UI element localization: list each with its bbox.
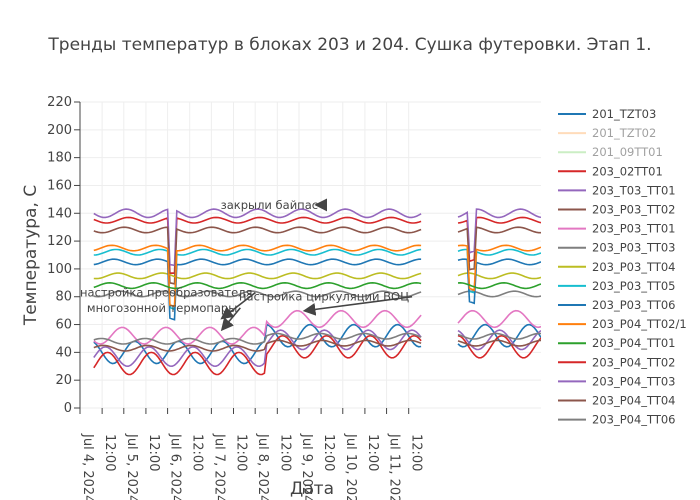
series-line-203-p04-tt04: [93, 339, 541, 352]
series-line-203-p04-tt02: [93, 334, 541, 376]
x-tick-label: 12:00: [190, 434, 205, 471]
annotation-text: настройка циркуляции ВОЦ: [239, 290, 409, 304]
annotation-text: многозонной термопары: [87, 301, 237, 315]
x-tick-label: Jul 5, 2024: [124, 433, 139, 500]
series-line-203-p03-tt04: [93, 272, 541, 280]
legend-label: 203_P03_TT02: [592, 203, 676, 217]
legend-item[interactable]: 203_P04_TT06: [558, 413, 676, 427]
y-tick-label: 0: [64, 401, 72, 416]
legend-item[interactable]: 203_P04_TT03: [558, 374, 676, 388]
legend-label: 203_P04_TT01: [592, 336, 676, 350]
x-tick-label: 12:00: [277, 434, 292, 471]
y-tick-label: 160: [47, 178, 72, 193]
legend-label: 203_P03_TT05: [592, 279, 676, 293]
series-line-203-p04-tt01: [93, 281, 541, 290]
series-line-203-p03-tt02: [93, 226, 541, 285]
legend-label: 203_P03_TT01: [592, 222, 676, 236]
x-tick-label: 12:00: [102, 434, 117, 471]
chart-title: Тренды температур в блоках 203 и 204. Су…: [47, 35, 651, 55]
series-lines: [93, 208, 541, 376]
y-tick-label: 100: [47, 262, 72, 277]
legend-label: 201_09TT01: [592, 145, 663, 159]
legend-item[interactable]: 203_P04_TT02: [558, 355, 676, 369]
legend-label: 203_P04_TT04: [592, 394, 676, 408]
legend-label: 203_P03_TT06: [592, 298, 676, 312]
legend-item[interactable]: 203_P03_TT02: [558, 203, 676, 217]
series-line-203-t03-tt01: [93, 208, 541, 267]
legend-item[interactable]: 203_P04_TT04: [558, 394, 676, 408]
y-tick-label: 60: [55, 318, 72, 333]
x-tick-label: Jul 9, 2024: [299, 433, 314, 500]
y-tick-label: 80: [55, 290, 72, 305]
legend[interactable]: 201_TZT03 201_TZT02 201_09TT01 203_02TT01 20…: [558, 107, 687, 427]
legend-item[interactable]: 201_09TT01: [558, 145, 663, 159]
x-tick-label: Jul 8, 2024: [255, 433, 270, 500]
legend-label: 203_P03_TT04: [592, 260, 676, 274]
legend-item[interactable]: 201_TZT02: [558, 126, 656, 140]
y-tick-label: 180: [47, 151, 72, 166]
legend-label: 203_P04_TT02/1: [592, 317, 687, 331]
x-axis-title: Дата: [290, 479, 334, 499]
x-tick-label: 12:00: [321, 434, 336, 471]
x-tick-label: Jul 11, 2024: [387, 433, 402, 500]
y-tick-label: 120: [47, 234, 72, 249]
annotation-text: закрыли байпас: [221, 198, 318, 212]
x-tick-label: 12:00: [365, 434, 380, 471]
x-tick-label: 12:00: [146, 434, 161, 471]
annotation-arrow: [220, 307, 241, 332]
x-tick-label: 12:00: [234, 434, 249, 471]
series-line-203-p04-tt06: [93, 332, 541, 345]
legend-item[interactable]: 201_TZT03: [558, 107, 656, 121]
legend-label: 203_P04_TT03: [592, 374, 676, 388]
x-tick-label: Jul 6, 2024: [168, 433, 183, 500]
legend-item[interactable]: 203_P03_TT03: [558, 241, 676, 255]
x-tick-label: Jul 7, 2024: [211, 433, 226, 500]
annotation-arrow: [220, 291, 256, 320]
legend-label: 203_P03_TT03: [592, 241, 676, 255]
annotations: закрыли байпас настройка циркуляции ВОЦна…: [80, 198, 413, 332]
annotation-arrow: [302, 295, 413, 316]
y-tick-label: 140: [47, 206, 72, 221]
legend-label: 201_TZT02: [592, 126, 656, 140]
series-line-203-02tt01: [93, 216, 541, 275]
legend-item[interactable]: 203_P03_TT06: [558, 298, 676, 312]
y-tick-label: 220: [47, 95, 72, 110]
x-axis: Jul 4, 2024 12:00 Jul 5, 2024 12:00 Jul 6, 2…: [79, 408, 424, 500]
series-line-203-p03-tt06: [93, 258, 541, 321]
legend-item[interactable]: 203_P04_TT01: [558, 336, 676, 350]
legend-label: 203_02TT01: [592, 164, 663, 178]
legend-item[interactable]: 203_P04_TT02/1: [558, 317, 687, 331]
legend-item[interactable]: 203_P03_TT04: [558, 260, 676, 274]
legend-item[interactable]: 203_P03_TT01: [558, 222, 676, 236]
x-tick-label: 12:00: [409, 434, 424, 471]
y-tick-label: 20: [55, 373, 72, 388]
legend-label: 203_T03_TT01: [592, 183, 676, 197]
x-tick-label: Jul 10, 2024: [343, 433, 358, 500]
legend-item[interactable]: 203_T03_TT01: [558, 183, 676, 197]
y-tick-label: 40: [55, 345, 72, 360]
y-axis-title: Температура, С: [21, 185, 41, 326]
legend-label: 203_P04_TT02: [592, 355, 676, 369]
x-tick-label: Jul 4, 2024: [80, 433, 95, 500]
y-tick-label: 200: [47, 123, 72, 138]
legend-label: 201_TZT03: [592, 107, 656, 121]
legend-item[interactable]: 203_P03_TT05: [558, 279, 676, 293]
series-line-203-p04-tt02-1: [93, 244, 541, 308]
y-axis: 0 20 40 60 80 100 120 140 160 180 200 220: [47, 95, 81, 416]
series-line-203-p03-tt05: [93, 248, 541, 311]
legend-item[interactable]: 203_02TT01: [558, 164, 663, 178]
legend-label: 203_P04_TT06: [592, 413, 676, 427]
annotation-text: настройка преобразователя: [80, 286, 252, 300]
series-line-203-p03-tt01: [93, 309, 541, 345]
